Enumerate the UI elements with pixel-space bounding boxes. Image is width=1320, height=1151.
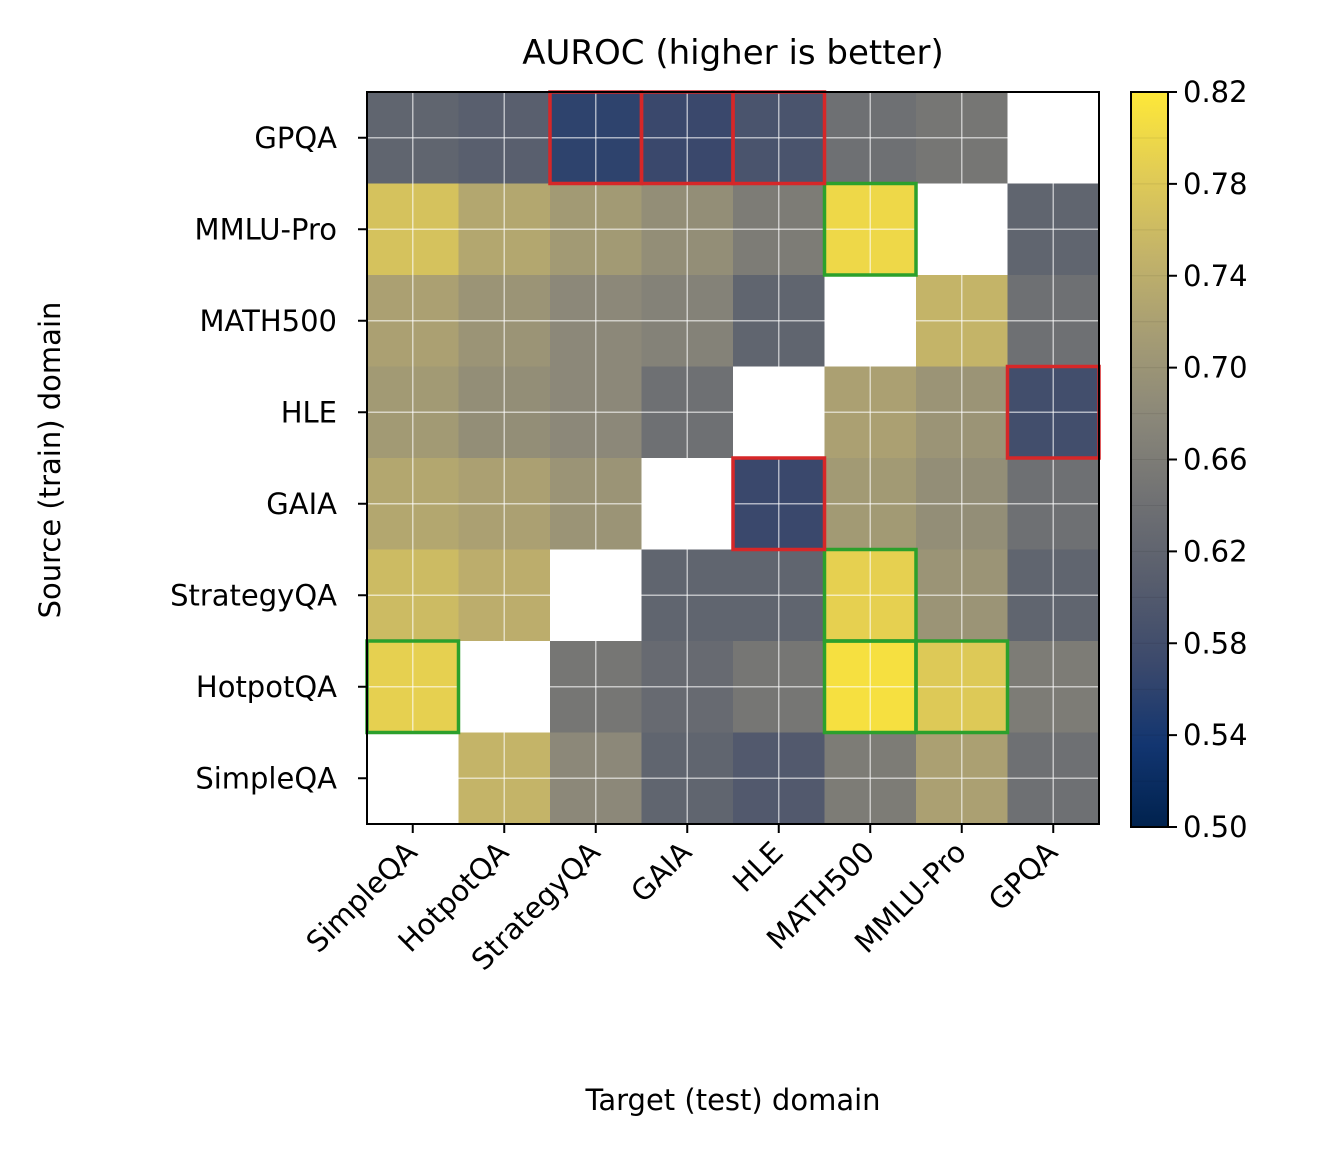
y-tick-label: GAIA [266,487,337,521]
y-tick-label: HLE [281,395,337,429]
colorbar-tick-label: 0.70 [1183,351,1248,385]
colorbar-tick-label: 0.62 [1183,534,1248,568]
highlight-best [822,181,918,277]
x-tick-label: GPQA [982,835,1065,918]
colorbar-tick-label: 0.74 [1183,259,1248,293]
x-tick-label: GAIA [624,835,698,909]
colorbar-tick-label: 0.66 [1183,443,1248,477]
x-tick-label: HLE [726,835,790,899]
y-tick-label: HotpotQA [196,670,337,704]
x-axis-title: Target (test) domain [584,1083,880,1117]
y-tick-label: MATH500 [200,304,337,338]
colorbar-tick-label: 0.78 [1183,167,1248,201]
colorbar-gradient [1131,92,1168,827]
highlight-worst [731,456,827,552]
y-axis-title: Source (train) domain [33,302,67,619]
colorbar: 0.50 0.54 0.58 0.62 0.66 0.70 0.74 0.78 0.82 [1130,75,1248,844]
chart-title: AUROC (higher is better) [522,33,943,73]
colorbar-tick-label: 0.54 [1183,718,1248,752]
y-tick-label: GPQA [254,121,337,155]
y-tick-label: StrategyQA [170,578,337,612]
y-axis-ticks: GPQA MMLU-Pro MATH500 HLE GAIA StrategyQA Hotp… [170,121,367,795]
plot-frame [366,91,1100,825]
colorbar-tick-label: 0.50 [1183,810,1248,844]
y-tick-label: MMLU-Pro [195,212,337,246]
colorbar-tick-label: 0.82 [1183,75,1248,109]
highlight-best [914,639,1010,735]
y-tick-label: SimpleQA [195,761,337,795]
colorbar-tick-label: 0.58 [1183,626,1248,660]
gridlines [367,92,1099,824]
